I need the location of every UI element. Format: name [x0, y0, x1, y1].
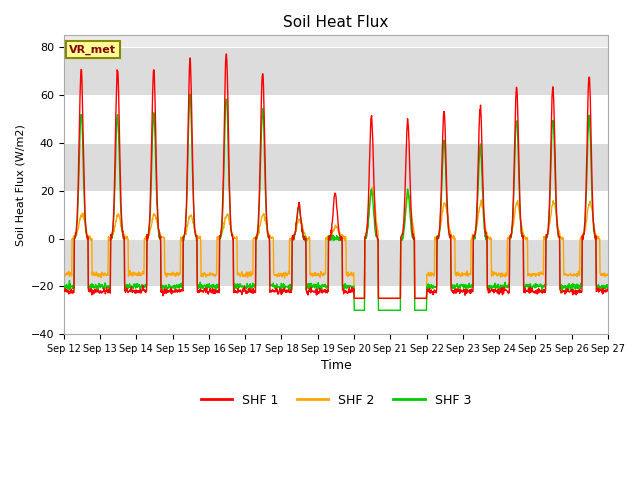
Bar [64, 287, 608, 334]
Bar [64, 239, 608, 287]
Text: VR_met: VR_met [69, 44, 116, 55]
Bar [64, 48, 608, 95]
X-axis label: Time: Time [321, 360, 351, 372]
Title: Soil Heat Flux: Soil Heat Flux [284, 15, 388, 30]
Y-axis label: Soil Heat Flux (W/m2): Soil Heat Flux (W/m2) [15, 124, 25, 246]
Bar [64, 191, 608, 239]
Bar [64, 143, 608, 191]
Legend: SHF 1, SHF 2, SHF 3: SHF 1, SHF 2, SHF 3 [196, 389, 476, 411]
Bar [64, 95, 608, 143]
